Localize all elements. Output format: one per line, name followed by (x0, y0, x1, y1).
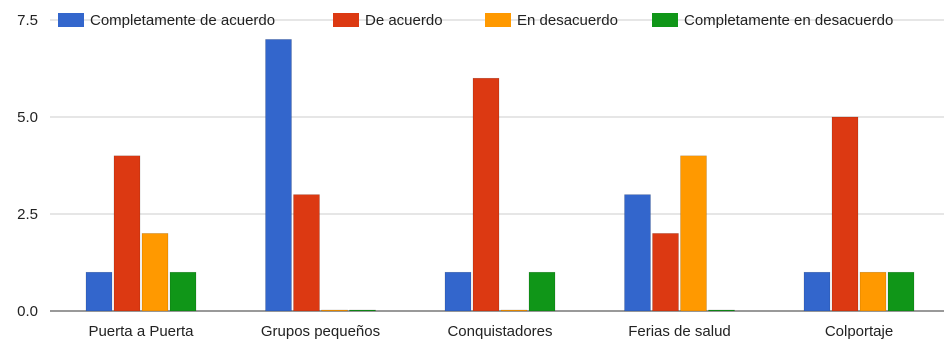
bar-de-acuerdo-5 (831, 116, 859, 312)
legend-swatch (58, 13, 84, 27)
y-tick-label: 2.5 (17, 206, 38, 223)
bar-completamente-en-desacuerdo-2 (349, 309, 376, 312)
bar-de-acuerdo-4 (652, 233, 679, 312)
x-category-label: Ferias de salud (628, 323, 731, 340)
bar-en-desacuerdo-3 (500, 309, 528, 312)
legend-item: De acuerdo (333, 12, 443, 29)
x-category-label: Colportaje (825, 323, 893, 340)
legend: Completamente de acuerdo De acuerdo En des… (58, 12, 893, 29)
bar-completamente-de-acuerdo-3 (444, 271, 472, 312)
y-tick-label: 0.0 (17, 303, 38, 320)
bars (85, 39, 915, 312)
bar-completamente-de-acuerdo-5 (803, 271, 831, 312)
bar-en-desacuerdo-5 (859, 271, 887, 312)
legend-swatch (333, 13, 359, 27)
legend-swatch (652, 13, 678, 27)
legend-item: Completamente de acuerdo (58, 12, 275, 29)
x-category-label: Puerta a Puerta (88, 323, 194, 340)
bar-completamente-en-desacuerdo-4 (708, 309, 735, 312)
legend-item: En desacuerdo (485, 12, 618, 29)
legend-label: Completamente de acuerdo (90, 12, 275, 29)
bar-completamente-en-desacuerdo-3 (528, 271, 556, 312)
y-tick-label: 5.0 (17, 109, 38, 126)
legend-label: Completamente en desacuerdo (684, 12, 893, 29)
bar-de-acuerdo-3 (472, 77, 500, 312)
x-axis-labels: Puerta a Puerta Grupos pequeños Conquistad… (88, 323, 893, 340)
legend-swatch (485, 13, 511, 27)
legend-label: De acuerdo (365, 12, 443, 29)
bar-en-desacuerdo-4 (680, 155, 707, 312)
y-axis-ticks: 0.0 2.5 5.0 7.5 (17, 12, 38, 320)
bar-completamente-de-acuerdo-1 (85, 271, 113, 312)
bar-completamente-de-acuerdo-2 (265, 39, 292, 312)
legend-item: Completamente en desacuerdo (652, 12, 893, 29)
legend-label: En desacuerdo (517, 12, 618, 29)
x-category-label: Grupos pequeños (261, 323, 380, 340)
bar-completamente-en-desacuerdo-1 (169, 271, 197, 312)
bar-en-desacuerdo-1 (141, 233, 169, 312)
bar-en-desacuerdo-2 (321, 309, 348, 312)
bar-completamente-en-desacuerdo-5 (887, 271, 915, 312)
x-category-label: Conquistadores (447, 323, 552, 340)
bar-de-acuerdo-1 (113, 155, 141, 312)
bar-completamente-de-acuerdo-4 (624, 194, 651, 312)
y-tick-label: 7.5 (17, 12, 38, 29)
bar-de-acuerdo-2 (293, 194, 320, 312)
